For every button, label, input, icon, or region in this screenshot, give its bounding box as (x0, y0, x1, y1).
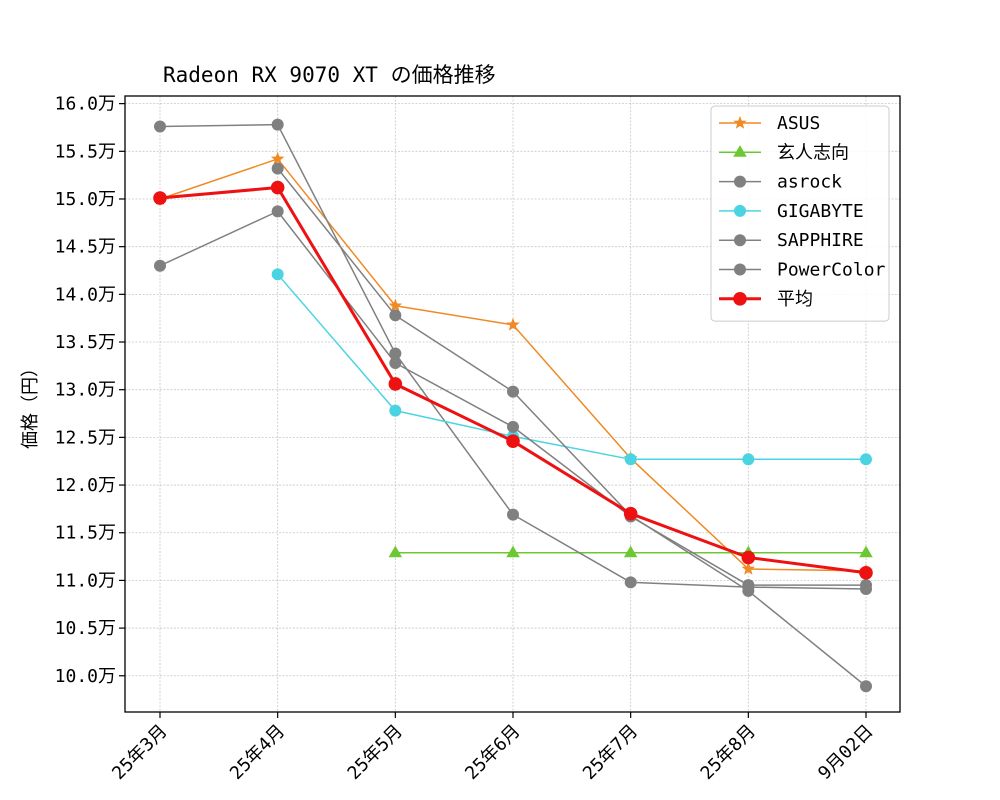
data-point (389, 347, 402, 360)
series-line-powercolor (277, 168, 867, 687)
data-point (623, 545, 638, 558)
data-point (623, 506, 638, 521)
legend-label-sapphire: SAPPHIRE (777, 230, 864, 251)
legend-frame (710, 105, 890, 322)
data-point (389, 404, 402, 417)
data-point (507, 385, 519, 398)
data-point (507, 420, 519, 433)
data-point (389, 356, 402, 369)
y-axis: 10.0万 10.5万 11.0万 11.5万 12.0万 12.5万 13.0万 13.5万… (55, 94, 125, 687)
data-point (507, 508, 519, 521)
data-point (859, 545, 873, 558)
y-tick-label: 14.5万 (55, 237, 116, 258)
y-tick-label: 11.5万 (55, 523, 116, 544)
data-point (271, 268, 284, 281)
data-point (271, 118, 284, 131)
data-point (506, 545, 520, 558)
y-axis-label: 価格（円） (20, 359, 41, 449)
data-point (153, 191, 167, 205)
series-series-6 (153, 180, 873, 580)
y-tick-label: 16.0万 (55, 94, 116, 115)
data-point (859, 565, 873, 580)
legend-marker-series-6 (733, 292, 747, 306)
series-group (153, 118, 873, 693)
legend-label-asus: ASUS (777, 113, 820, 134)
data-point (624, 576, 637, 589)
y-tick-label: 15.5万 (55, 141, 116, 162)
y-tick-label: 13.0万 (55, 380, 116, 401)
y-tick-label: 11.0万 (55, 570, 116, 591)
legend-marker-gigabyte (734, 204, 746, 217)
data-point (860, 453, 872, 466)
data-point (742, 584, 755, 597)
data-point (270, 180, 285, 195)
data-point (154, 259, 166, 272)
legend-marker-series-1 (733, 145, 747, 157)
series-asrock (154, 118, 872, 595)
data-point (271, 205, 284, 218)
data-point (860, 579, 872, 592)
data-point (271, 162, 284, 175)
data-point (388, 298, 403, 312)
chart-title: Radeon RX 9070 XT の価格推移 (163, 63, 496, 87)
data-point (860, 680, 872, 693)
data-point (506, 317, 520, 331)
data-point (154, 120, 166, 133)
legend-label-asrock: asrock (777, 172, 842, 193)
series-line-gigabyte (277, 273, 866, 461)
series-gigabyte (271, 268, 872, 466)
y-tick-label: 10.5万 (55, 618, 116, 639)
data-point (506, 434, 520, 448)
legend-marker-asrock (734, 175, 746, 188)
legend-marker-asus (733, 115, 747, 129)
legend-label-series-1: 玄人志向 (777, 142, 849, 163)
legend-label-powercolor: PowerColor (777, 260, 886, 281)
data-point (742, 453, 755, 466)
data-point (388, 377, 403, 391)
legend-marker-powercolor (734, 263, 746, 276)
legend-marker-sapphire (734, 234, 746, 247)
y-tick-label: 12.0万 (55, 475, 116, 496)
legend: ASUS 玄人志向 asrock GIGABYTE SAPPHIRE PowerColor… (710, 105, 890, 322)
data-point (270, 151, 285, 165)
data-point (741, 550, 756, 565)
y-tick-label: 15.0万 (55, 189, 116, 210)
legend-label-series-6: 平均 (777, 289, 813, 310)
y-tick-label: 12.5万 (55, 427, 116, 448)
legend-label-gigabyte: GIGABYTE (777, 201, 864, 222)
data-point (624, 453, 637, 466)
data-point (741, 561, 756, 575)
data-point (388, 545, 403, 558)
y-tick-label: 13.5万 (55, 332, 116, 353)
y-tick-label: 14.0万 (55, 284, 116, 305)
data-point (389, 309, 402, 322)
y-tick-label: 10.0万 (55, 666, 116, 687)
